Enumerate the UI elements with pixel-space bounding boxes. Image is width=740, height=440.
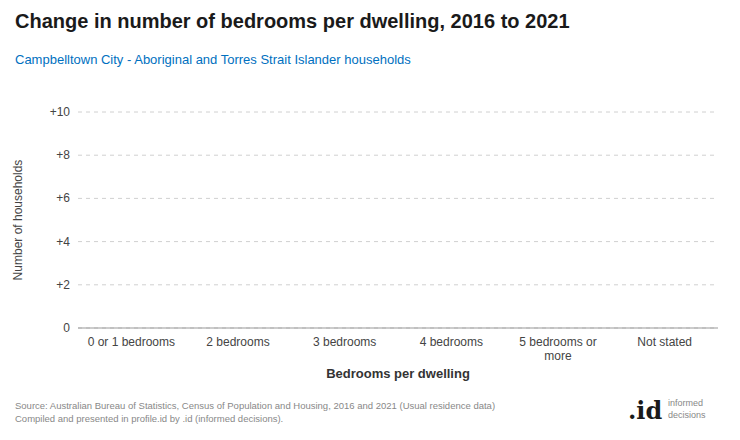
x-tick-label: 3 bedrooms (313, 335, 376, 349)
grid-line (78, 284, 718, 285)
subtitle: Campbelltown City - Aboriginal and Torre… (15, 52, 411, 67)
x-axis-line (78, 328, 718, 329)
logo: .id (628, 396, 662, 425)
x-tick-label: 4 bedrooms (420, 335, 483, 349)
logo-text: informeddecisions (668, 398, 706, 420)
y-tick-label: +8 (56, 148, 70, 162)
source: Source: Australian Bureau of Statistics,… (15, 400, 495, 424)
grid-line (78, 155, 718, 156)
y-tick-label: +10 (50, 105, 71, 119)
x-tick-label: 0 or 1 bedrooms (88, 335, 175, 349)
x-tick-label: Not stated (637, 335, 692, 349)
grid-line (78, 112, 718, 113)
grid-line (78, 328, 718, 329)
x-tick-label: 2 bedrooms (206, 335, 269, 349)
y-tick-label: +4 (56, 235, 70, 249)
grid-line (78, 241, 718, 242)
grid-line (78, 198, 718, 199)
title: Change in number of bedrooms per dwellin… (15, 10, 570, 32)
grid (78, 112, 718, 328)
x-axis-label: Bedrooms per dwelling (326, 366, 470, 381)
y-tick-label: +6 (56, 191, 70, 205)
y-tick-label: +2 (56, 278, 70, 292)
y-axis-label: Number of households (11, 160, 25, 281)
x-tick-label: 5 bedrooms ormore (519, 335, 596, 363)
chart: Change in number of bedrooms per dwellin… (0, 0, 740, 440)
y-tick-label: 0 (63, 321, 70, 335)
